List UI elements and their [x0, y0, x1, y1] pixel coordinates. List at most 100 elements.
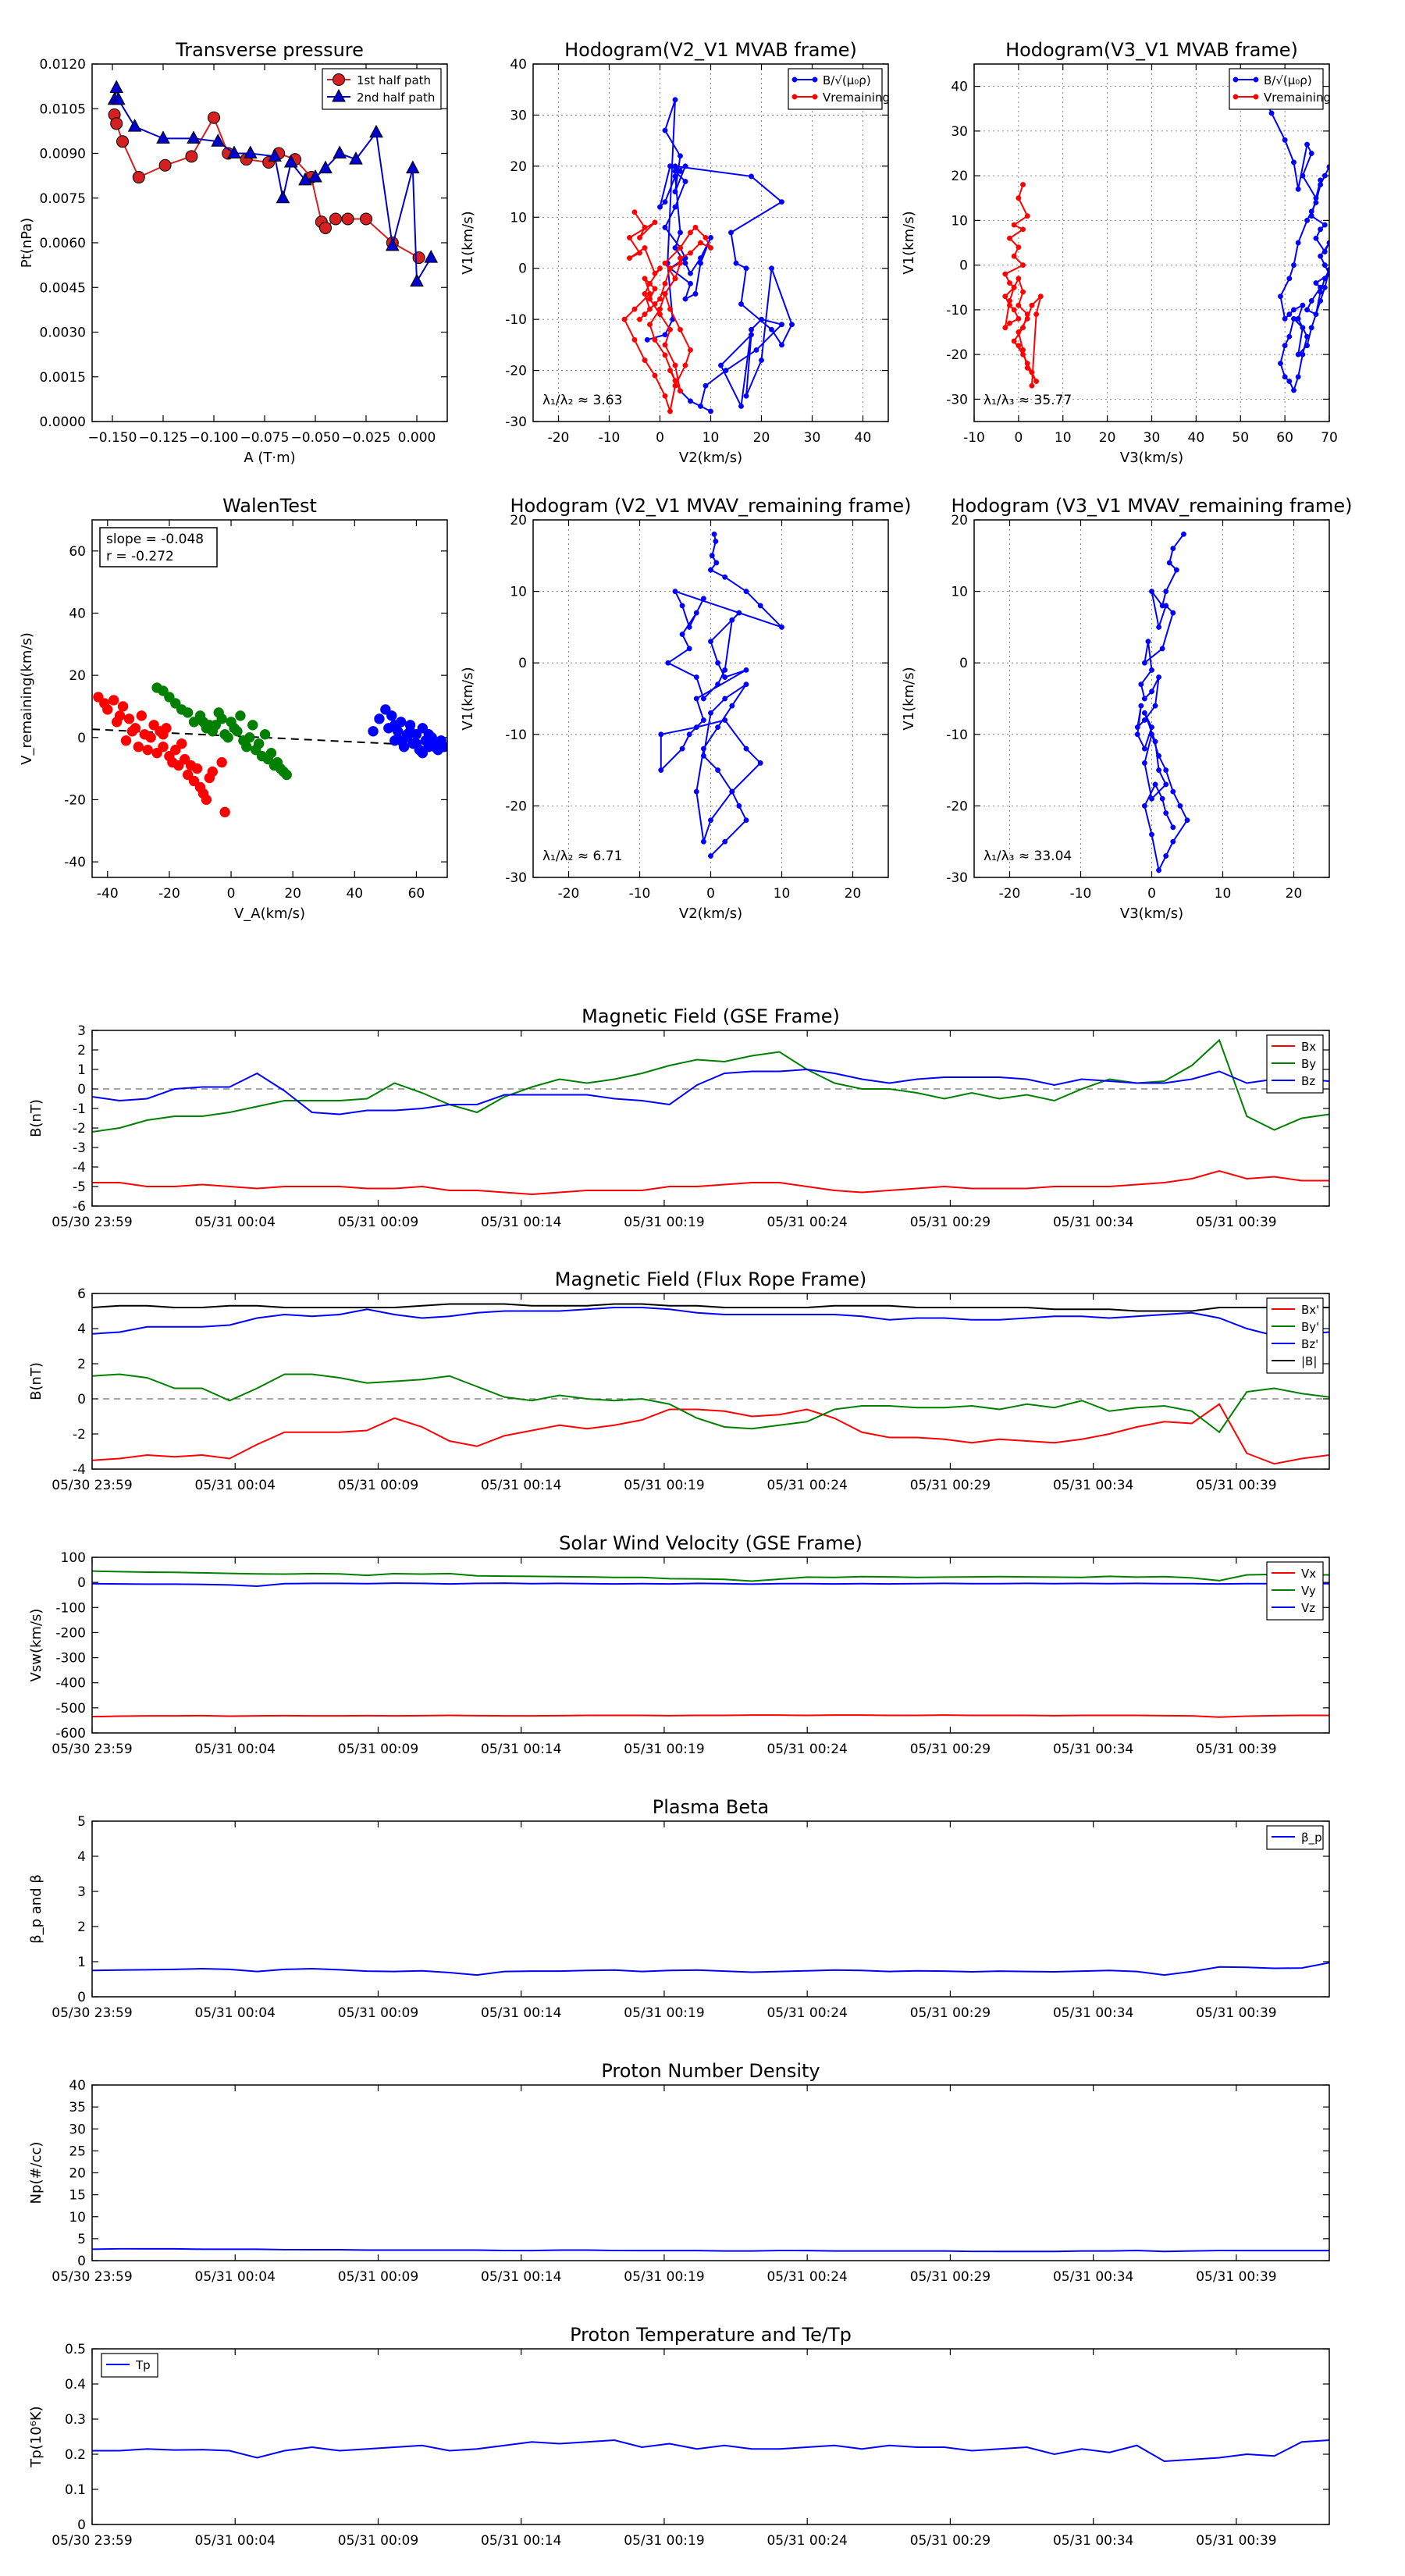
data-point [700, 753, 706, 759]
data-point [1020, 347, 1026, 353]
data-point [647, 290, 653, 297]
data-point [682, 296, 688, 302]
data-point [682, 179, 688, 184]
data-point [1177, 802, 1183, 809]
data-point [1141, 710, 1147, 716]
data-point [688, 280, 693, 286]
x-tick-label: −0.100 [190, 430, 239, 446]
plot-frame [532, 63, 889, 422]
data-point [1156, 753, 1162, 759]
data-point [672, 276, 678, 282]
x-tick-label: 05/31 00:34 [1053, 2005, 1133, 2021]
chart-h1: Hodogram(V2_V1 MVAB frame) -30 -20 -10 0 10 20… [460, 39, 890, 466]
data-point [627, 255, 632, 262]
data-point [1020, 289, 1026, 295]
y-tick-label: -200 [55, 1625, 86, 1641]
data-point [678, 153, 683, 159]
data-point [652, 286, 658, 292]
chart-title: Magnetic Field (Flux Rope Frame) [555, 1268, 866, 1290]
data-point [728, 229, 734, 236]
data-point [642, 245, 648, 251]
plot-area [92, 1038, 1329, 1196]
data-point [1141, 760, 1147, 766]
data-point [1016, 329, 1022, 335]
data-point [729, 703, 735, 709]
legend-label: 1st half path [357, 73, 431, 87]
data-point [1134, 724, 1140, 731]
y-tick-label: -40 [64, 855, 86, 870]
data-point [1326, 266, 1329, 272]
y-tick-label: 0 [77, 2517, 86, 2533]
x-tick-label: 05/30 23:59 [52, 1215, 132, 1230]
y-tick-label: -20 [946, 347, 968, 363]
y-tick-label: 0.0015 [40, 370, 86, 386]
y-tick-label: 0.0060 [40, 236, 86, 251]
data-point [1163, 603, 1169, 609]
data-point [693, 788, 699, 795]
data-point [779, 342, 784, 348]
data-point [647, 296, 653, 302]
data-point [662, 352, 668, 358]
data-point [333, 145, 347, 158]
series-line-|B| [92, 1303, 1329, 1312]
data-point [715, 724, 721, 731]
x-tick-label: -20 [158, 886, 180, 902]
legend-label: β_p [1301, 1831, 1322, 1845]
data-point [662, 224, 668, 230]
data-point [688, 347, 693, 353]
y-tick-label: 40 [69, 2078, 86, 2094]
x-tick-label: 05/31 00:24 [767, 2269, 847, 2285]
legend-label: Vx [1301, 1567, 1316, 1581]
data-point [665, 660, 671, 666]
data-point [1149, 731, 1154, 738]
y-tick-label: 0.0075 [40, 191, 86, 207]
x-tick-label: −0.150 [88, 430, 137, 446]
chart-h4: Hodogram (V3_V1 MVAV_remaining frame) -30… [901, 495, 1353, 922]
y-tick-label: -600 [55, 1726, 86, 1742]
x-tick-label: 05/31 00:09 [338, 1742, 418, 1757]
x-tick-label: 05/31 00:19 [624, 2533, 704, 2549]
x-axis-label: V_A(km/s) [234, 906, 305, 922]
data-point [1149, 688, 1154, 695]
y-tick-label: 1 [77, 1955, 86, 1970]
data-point [1149, 724, 1154, 731]
data-point [672, 189, 678, 195]
y-tick-label: 30 [69, 2122, 86, 2137]
data-point [662, 127, 668, 133]
y-tick-label: 0 [959, 656, 968, 671]
scatter-point [232, 726, 243, 737]
data-point [657, 265, 663, 272]
y-tick-label: 0.0045 [40, 280, 86, 296]
x-tick-label: 05/31 00:19 [624, 2269, 704, 2285]
plot-frame [91, 1030, 1330, 1207]
data-point [1033, 379, 1040, 384]
data-point [718, 362, 724, 368]
data-point [1020, 351, 1026, 358]
legend-label: Tp [135, 2358, 151, 2372]
series-line-Tp [92, 2439, 1329, 2463]
data-point [1304, 217, 1311, 223]
y-tick-label: -300 [55, 1651, 86, 1667]
x-tick-label: 05/31 00:09 [338, 2269, 418, 2285]
y-axis-label: Vsw(km/s) [28, 1609, 44, 1682]
y-tick-label: 20 [510, 513, 527, 528]
data-point [1295, 374, 1301, 380]
x-tick-label: 05/31 00:34 [1053, 1478, 1133, 1493]
x-tick-label: 20 [1286, 886, 1303, 902]
x-tick-label: −0.125 [139, 430, 188, 446]
data-point [1326, 271, 1329, 277]
data-point [127, 119, 142, 132]
data-point [1291, 262, 1297, 269]
chart-title: Hodogram (V2_V1 MVAV_remaining frame) [510, 495, 911, 517]
data-point [658, 731, 664, 738]
x-tick-label: 20 [753, 430, 770, 446]
legend-marker [812, 76, 818, 83]
y-tick-label: 30 [951, 124, 968, 140]
data-point [1318, 289, 1324, 295]
x-tick-label: 05/31 00:04 [195, 1742, 276, 1757]
y-tick-label: -30 [946, 392, 968, 407]
y-tick-label: -20 [64, 792, 86, 808]
data-point [1313, 200, 1319, 205]
y-tick-label: 2 [77, 1357, 86, 1372]
x-tick-label: 05/31 00:04 [195, 2533, 276, 2549]
